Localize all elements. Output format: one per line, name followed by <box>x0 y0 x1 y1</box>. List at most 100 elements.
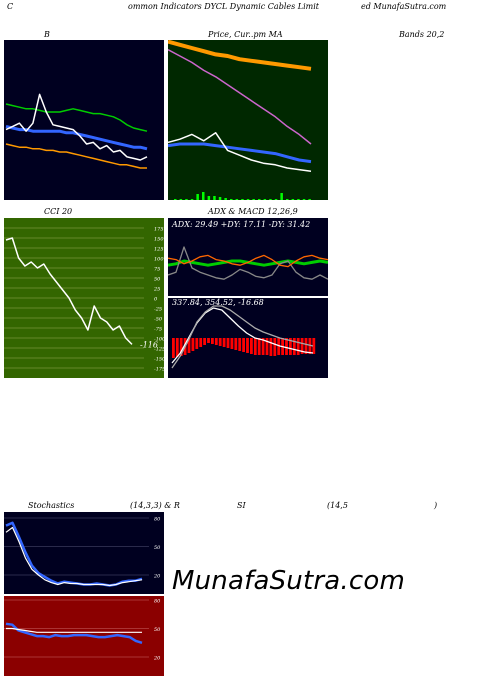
volume-bar <box>202 192 205 200</box>
stoch-tick-label: 50 <box>154 545 161 551</box>
cci-panel: 175 150 125 100 75 50 25 0 -25 -50 -75 -100 -125 -150… <box>4 218 164 378</box>
cci-tick-label: -75 <box>154 327 162 333</box>
stoch-title-rsi-close: ) <box>434 501 438 510</box>
price-ma-title: Price, Cur..pm MA <box>208 30 283 39</box>
macd-values: 337.84, 354.52, -16.68 <box>172 298 264 307</box>
pm-series-1 <box>168 48 312 145</box>
cci-tick-label: 0 <box>154 297 158 303</box>
adx-background <box>168 218 328 296</box>
macd-histogram-bar <box>269 338 273 356</box>
adx-series-1 <box>168 246 328 280</box>
cci-tick-label: 150 <box>154 237 164 243</box>
cci-tick-label: 50 <box>154 277 161 283</box>
bands-title-left: B <box>44 30 50 39</box>
stoch-tick-label: 80 <box>154 517 161 523</box>
adx-panel <box>168 218 328 296</box>
volume-bar <box>190 199 194 200</box>
volume-bar <box>274 199 278 200</box>
rsi-series-0 <box>5 622 143 644</box>
adx-macd-title: ADX & MACD 12,26,9 <box>208 207 298 216</box>
macd-histogram-bar <box>292 338 296 355</box>
rsi-tick-label: 80 <box>154 599 161 605</box>
macd-histogram-bar <box>222 338 226 347</box>
cci-title: CCI 20 <box>44 207 73 216</box>
macd-histogram-bar <box>199 338 203 347</box>
bollinger-bands-background <box>4 40 164 200</box>
macd-histogram-bar <box>172 338 175 358</box>
macd-histogram-bar <box>257 338 261 355</box>
macd-panel <box>168 298 328 378</box>
macd-series-1 <box>171 305 314 369</box>
volume-bar <box>308 199 311 200</box>
volume-bar <box>291 199 295 200</box>
cci-tick-label: -25 <box>154 307 162 313</box>
pm-series-2 <box>168 142 312 164</box>
stoch-title-left: Stochastics <box>28 501 75 510</box>
macd-histogram-bar <box>218 338 222 346</box>
volume-bar <box>185 199 188 200</box>
macd-histogram-bar <box>253 338 257 355</box>
macd-histogram-bar <box>277 338 281 355</box>
volume-bar <box>196 194 199 200</box>
stochastics-panel: 80 50 20 <box>4 512 164 594</box>
macd-histogram-bar <box>304 338 308 354</box>
macd-histogram-bar <box>203 338 206 345</box>
volume-bar <box>174 199 177 200</box>
bands-title-right: Bands 20,2 <box>399 30 445 39</box>
stoch-tick-label: 20 <box>153 574 161 580</box>
macd-histogram-bar <box>214 338 218 345</box>
volume-bar <box>252 199 255 200</box>
volume-bar <box>218 197 222 200</box>
macd-histogram-bar <box>265 338 269 355</box>
volume-bar <box>230 199 233 200</box>
header-left: C <box>7 2 14 11</box>
cci-line <box>5 237 133 345</box>
macd-histogram-bar <box>230 338 234 349</box>
bb-series-3 <box>5 93 148 161</box>
volume-bar <box>263 199 267 200</box>
macd-histogram-bar <box>211 338 214 344</box>
cci-tick-label: 75 <box>154 267 160 273</box>
rsi-tick-label: 50 <box>154 627 161 633</box>
cci-tick-label: -125 <box>154 347 164 353</box>
volume-bar <box>280 193 283 200</box>
bollinger-bands-panel <box>4 40 164 200</box>
rsi-series-1 <box>6 627 142 633</box>
cci-tick-label: 125 <box>154 247 164 253</box>
bb-series-0 <box>5 103 148 132</box>
header-right: ed MunafaSutra.com <box>361 2 447 11</box>
rsi-tick-label: 20 <box>153 656 161 662</box>
volume-bar <box>258 199 261 200</box>
macd-histogram-bar <box>285 338 288 355</box>
cci-tick-label: -150 <box>154 357 164 363</box>
stoch-title-rsi: SI <box>237 501 246 510</box>
volume-bar <box>179 199 183 200</box>
macd-histogram-bar <box>175 338 179 357</box>
macd-histogram-bar <box>242 338 245 352</box>
volume-bar <box>213 196 216 200</box>
bb-series-2 <box>5 143 147 169</box>
macd-histogram-bar <box>273 338 277 356</box>
macd-histogram-bar <box>179 338 183 356</box>
price-ma-panel <box>168 40 328 200</box>
adx-values: ADX: 29.49 +DY: 17.11 -DY: 31.42 <box>172 220 311 229</box>
volume-bar <box>235 199 239 200</box>
cci-tick-label: 175 <box>154 227 164 233</box>
cci-current-label: -116 <box>140 340 158 349</box>
macd-histogram-bar <box>312 338 316 354</box>
macd-histogram-bar <box>246 338 249 353</box>
stochastics-background <box>4 512 164 594</box>
cci-tick-label: -175 <box>154 367 164 373</box>
volume-bar <box>241 199 244 200</box>
cci-tick-label: 100 <box>154 257 164 263</box>
macd-histogram-bar <box>195 338 199 349</box>
volume-bar <box>207 196 211 200</box>
watermark: MunafaSutra.com <box>172 566 406 596</box>
cci-tick-label: 25 <box>153 287 160 293</box>
stoch-title-mid: (14,3,3) & R <box>130 501 180 510</box>
header-middle: ommon Indicators DYCL Dynamic Cables Lim… <box>128 2 319 11</box>
volume-bar <box>269 199 272 200</box>
macd-histogram-bar <box>300 338 304 354</box>
stoch-title-rsi-params: (14,5 <box>327 501 348 510</box>
cci-tick-label: -50 <box>154 317 163 323</box>
